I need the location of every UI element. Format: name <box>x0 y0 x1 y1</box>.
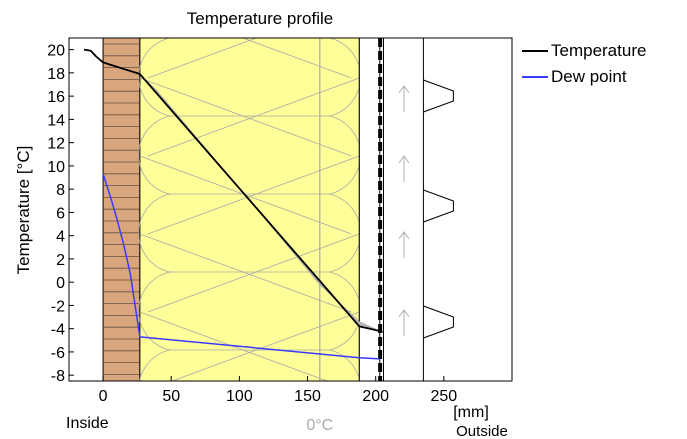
insulation-pattern-arc <box>138 271 170 351</box>
dew-point-line <box>102 173 380 360</box>
legend-swatch-dew-point <box>522 76 548 78</box>
y-tick-label: 20 <box>47 43 65 60</box>
x-tick-label: 50 <box>162 388 180 405</box>
temperature-line <box>83 48 383 333</box>
legend: Temperature Dew point <box>522 38 646 90</box>
plot-frame <box>68 37 513 382</box>
insulation-pattern-arc <box>138 38 170 117</box>
legend-label-dew-point: Dew point <box>551 67 627 86</box>
y-tick-label: -8 <box>51 368 65 385</box>
y-tick-label: 10 <box>47 159 65 176</box>
x-tick-label: 0 <box>99 388 108 405</box>
insulation-layer <box>139 38 360 381</box>
y-tick-label: 14 <box>47 112 65 129</box>
insulation-pattern-line <box>147 233 360 313</box>
legend-item-temperature: Temperature <box>522 38 646 64</box>
y-tick-label: 12 <box>47 136 65 153</box>
x-tick-label: 250 <box>430 388 457 405</box>
y-tick-label: 0 <box>56 275 65 292</box>
insulation-pattern-arc <box>138 115 170 195</box>
zero-celsius-label: 0°C <box>306 417 333 434</box>
airflow-arrow-head <box>398 85 410 94</box>
insulation-pattern-line <box>171 311 360 381</box>
inside-label: Inside <box>66 415 109 432</box>
insulation-pattern-line <box>241 38 352 79</box>
y-tick-label: -6 <box>51 345 65 362</box>
insulation-pattern-line <box>147 38 258 79</box>
outside-label: Outside <box>456 423 508 439</box>
cladding-profile <box>423 189 454 223</box>
legend-swatch-temperature <box>522 50 548 52</box>
insulation-pattern-line <box>147 155 360 235</box>
insulation-pattern-line <box>139 233 352 313</box>
y-tick-label: 16 <box>47 89 65 106</box>
airflow-arrow-head <box>398 155 410 164</box>
legend-item-dew-point: Dew point <box>522 64 646 90</box>
y-tick-label: 4 <box>56 229 65 246</box>
cladding-profile <box>423 305 454 339</box>
y-tick-label: 2 <box>56 252 65 269</box>
y-tick-label: 18 <box>47 66 65 83</box>
y-tick-label: -2 <box>51 298 65 315</box>
airflow-arrow-head <box>398 231 410 240</box>
cladding-profile <box>423 79 454 113</box>
insulation-pattern-line <box>147 77 360 157</box>
insulation-pattern-arc <box>139 349 170 381</box>
insulation-pattern-arc <box>138 193 170 273</box>
y-tick-label: 8 <box>56 182 65 199</box>
x-tick-label: 150 <box>294 388 321 405</box>
x-tick-label: 200 <box>362 388 389 405</box>
x-axis-unit-label: [mm] <box>453 404 489 421</box>
chart-title: Temperature profile <box>186 9 334 28</box>
insulation-pattern-line <box>139 311 329 381</box>
insulation-pattern-line <box>139 77 352 157</box>
airflow-arrow-head <box>398 309 410 318</box>
y-tick-label: -4 <box>51 322 65 339</box>
y-tick-label: 6 <box>56 205 65 222</box>
y-axis-label: Temperature [°C] <box>14 146 33 275</box>
x-tick-label: 100 <box>226 388 253 405</box>
legend-label-temperature: Temperature <box>551 41 647 60</box>
